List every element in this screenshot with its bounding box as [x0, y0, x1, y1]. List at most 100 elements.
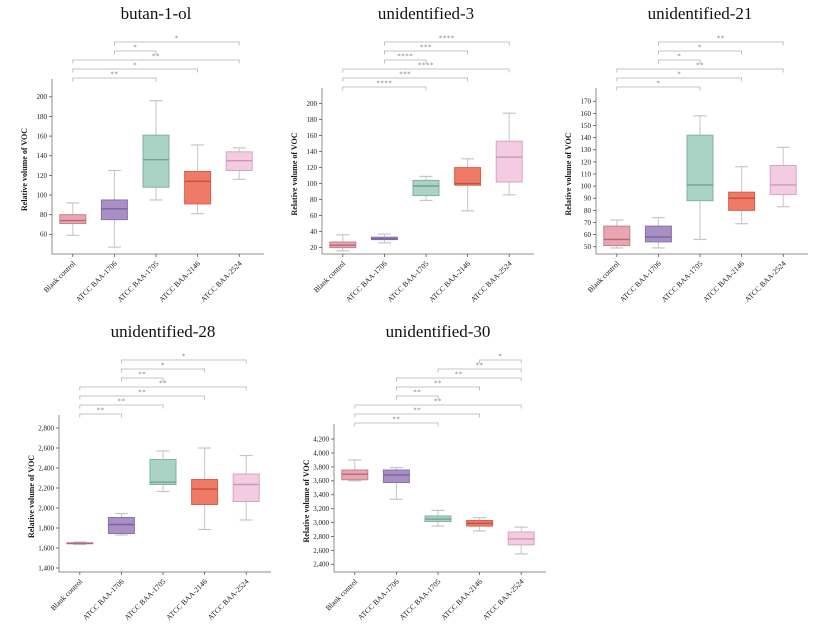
significance-stars: * — [182, 353, 186, 361]
significance-stars: ** — [152, 53, 160, 61]
significance-bracket: ** — [437, 362, 522, 373]
plot-title: unidentified-28 — [110, 322, 216, 341]
y-tick-label: 60 — [584, 231, 592, 239]
bracket-line — [72, 59, 240, 64]
y-tick-label: 1,600 — [38, 544, 54, 552]
bracket-line — [384, 59, 427, 64]
bracket-line — [384, 50, 468, 55]
box-group-ATCC-BAA-2524 — [507, 526, 535, 555]
y-axis-ticks: 2,400 2,600 2,800 3,000 3,200 3,400 3,600 3,800… — [313, 435, 334, 569]
iqr-box — [728, 191, 756, 211]
y-tick-label: 3,600 — [313, 477, 329, 485]
box-group-ATCC-BAA-1705 — [424, 509, 452, 527]
x-category-label: Blank control — [586, 259, 621, 294]
box-group-ATCC-BAA-1705 — [149, 450, 177, 493]
y-tick-label: 2,200 — [38, 484, 54, 492]
y-tick-label: 2,800 — [313, 533, 329, 541]
significance-bracket: ** — [354, 407, 480, 418]
y-tick-label: 1,800 — [38, 524, 54, 532]
significance-stars: * — [677, 53, 681, 61]
y-tick-label: 2,400 — [38, 464, 54, 472]
significance-stars: ** — [476, 362, 484, 370]
y-tick-label: 100 — [581, 183, 592, 191]
y-axis-ticks: 1,400 1,600 1,800 2,000 2,200 2,400 2,600 2,800 — [38, 424, 59, 572]
bracket-line — [479, 359, 522, 364]
bracket-line — [79, 413, 122, 418]
bracket-line — [342, 86, 427, 91]
box-group-ATCC-BAA-2146 — [454, 158, 482, 212]
x-category-label: Blank control — [42, 259, 77, 294]
significance-stars: ** — [159, 380, 167, 388]
x-category-label: ATCC BAA-1706 — [74, 259, 119, 304]
axes — [58, 415, 271, 573]
significance-bracket: ** — [79, 380, 247, 391]
y-axis-label: Relative volume of VOC — [27, 455, 36, 538]
plot-title: butan-1-ol — [120, 4, 192, 23]
y-tick-label: 180 — [37, 113, 48, 121]
x-category-label: ATCC BAA-2524 — [481, 577, 526, 622]
bracket-line — [384, 41, 510, 46]
box-group-ATCC-BAA-2524 — [225, 147, 253, 180]
x-category-label: ATCC BAA-1706 — [81, 577, 126, 622]
y-tick-label: 2,600 — [38, 444, 54, 452]
y-tick-label: 4,000 — [313, 449, 329, 457]
significance-stars: **** — [397, 53, 413, 61]
y-tick-label: 120 — [37, 172, 48, 180]
bracket-line — [354, 413, 480, 418]
iqr-box — [184, 170, 212, 205]
y-axis-ticks: 20 40 60 80 100 120 140 160 180 200 — [307, 100, 322, 252]
bracket-line — [616, 68, 784, 73]
y-tick-label: 3,000 — [313, 519, 329, 527]
iqr-box — [686, 134, 714, 202]
y-tick-label: 2,400 — [313, 561, 329, 569]
significance-stars: *** — [399, 71, 411, 79]
y-axis-ticks: 50 60 70 80 90 100 110 120 130 140 150 160 170 — [581, 98, 596, 251]
y-tick-label: 120 — [307, 164, 318, 172]
x-category-label: ATCC BAA-2524 — [206, 577, 251, 622]
significance-bracket: * — [658, 44, 742, 55]
significance-stars: ** — [413, 389, 421, 397]
y-tick-label: 200 — [37, 93, 48, 101]
x-category-label: Blank control — [324, 577, 359, 612]
x-category-label: Blank control — [312, 259, 347, 294]
box-group-Blank-control — [66, 541, 94, 546]
box-group-ATCC-BAA-2146 — [184, 144, 212, 215]
box-group-ATCC-BAA-2524 — [232, 454, 260, 521]
y-tick-label: 140 — [307, 148, 318, 156]
bracket-line — [354, 404, 522, 409]
y-tick-label: 60 — [310, 212, 318, 220]
significance-bracket: * — [121, 353, 247, 364]
x-category-label: ATCC BAA-1706 — [344, 259, 389, 304]
plot-title: unidentified-30 — [385, 322, 491, 341]
x-category-label: Blank control — [49, 577, 84, 612]
significance-bracket: ** — [354, 398, 522, 409]
y-axis-label: Relative volume of VOC — [20, 128, 29, 211]
y-tick-label: 160 — [307, 132, 318, 140]
box-group-ATCC-BAA-1705 — [142, 100, 170, 201]
iqr-box — [769, 165, 797, 196]
significance-stars: * — [133, 44, 137, 52]
significance-stars: ** — [138, 371, 146, 379]
box-group-ATCC-BAA-2146 — [466, 517, 494, 532]
bracket-line — [79, 386, 247, 391]
significance-stars: ** — [696, 62, 704, 70]
significance-bracket: * — [121, 362, 205, 373]
significance-bracket: **** — [342, 80, 427, 91]
bracket-line — [396, 377, 522, 382]
x-category-label: ATCC BAA-1706 — [618, 259, 663, 304]
box-group-ATCC-BAA-1706 — [370, 233, 398, 244]
iqr-box — [603, 225, 631, 247]
significance-stars: **** — [376, 80, 392, 88]
bracket-line — [121, 359, 247, 364]
x-category-label: ATCC BAA-1705 — [398, 577, 443, 622]
y-tick-label: 80 — [584, 207, 592, 215]
x-category-label: ATCC BAA-1706 — [356, 577, 401, 622]
iqr-box — [107, 517, 135, 534]
bracket-line — [396, 395, 439, 400]
significance-bracket: ** — [396, 389, 439, 400]
bracket-line — [658, 50, 742, 55]
